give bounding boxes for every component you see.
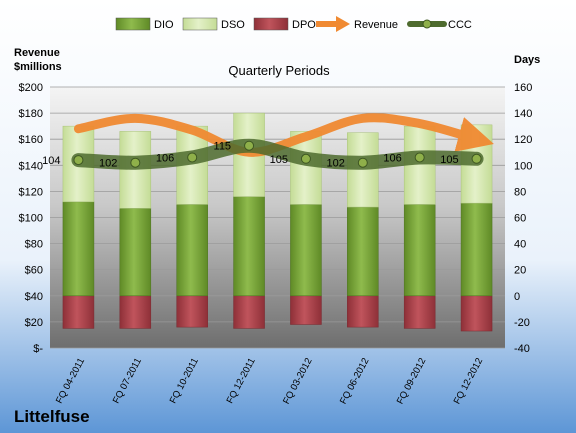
dpo-bar: [119, 295, 152, 329]
left-tick-label: $40: [25, 291, 43, 303]
dpo-bar: [176, 295, 208, 328]
legend-arrow-icon: [336, 16, 350, 32]
company-name: Littelfuse: [14, 407, 90, 426]
legend-label: CCC: [448, 19, 472, 31]
ccc-point: [471, 153, 482, 164]
right-tick-label: 40: [514, 239, 526, 251]
left-tick-label: $100: [19, 213, 43, 225]
dpo-bar: [62, 295, 95, 329]
right-tick-label: 100: [514, 160, 532, 172]
dio-bar: [290, 204, 322, 297]
right-tick-label: 60: [514, 213, 526, 225]
left-axis-title-line1: Revenue: [14, 47, 60, 59]
left-tick-label: $160: [19, 134, 43, 146]
chart-title: Quarterly Periods: [228, 63, 330, 78]
left-tick-label: $60: [25, 265, 43, 277]
dso-bar: [403, 125, 436, 205]
dpo-bar: [290, 295, 322, 325]
legend-swatch: [115, 17, 151, 31]
left-tick-label: $80: [25, 239, 43, 251]
dio-bar: [347, 206, 379, 297]
left-tick-label: $-: [33, 343, 43, 355]
right-axis-title: Days: [514, 54, 540, 66]
right-tick-label: 80: [514, 186, 526, 198]
right-tick-label: -40: [514, 343, 530, 355]
dpo-bar: [460, 295, 493, 332]
ccc-data-label: 106: [156, 152, 174, 164]
ccc-point: [414, 152, 425, 163]
left-tick-label: $200: [19, 82, 43, 94]
right-tick-label: 140: [514, 108, 532, 120]
legend-label: DSO: [221, 19, 245, 31]
legend-label: Revenue: [354, 19, 398, 31]
left-axis-title-line2: $millions: [14, 61, 62, 73]
ccc-point: [130, 157, 141, 168]
ccc-point: [244, 140, 255, 151]
ccc-point: [357, 157, 368, 168]
ccc-data-label: 115: [214, 141, 232, 153]
dio-bar: [460, 202, 493, 297]
dio-bar: [176, 204, 208, 297]
legend-label: DPO: [292, 19, 316, 31]
ccc-data-label: 105: [440, 154, 458, 166]
right-tick-label: 0: [514, 291, 520, 303]
dso-bar: [347, 132, 379, 208]
ccc-data-label: 102: [99, 158, 117, 170]
legend-marker: [422, 19, 432, 29]
right-tick-label: -20: [514, 317, 530, 329]
right-tick-label: 120: [514, 134, 532, 146]
dio-bar: [233, 196, 265, 297]
left-tick-label: $120: [19, 186, 43, 198]
bars: [62, 112, 493, 332]
ccc-point: [73, 155, 84, 166]
ccc-data-label: 106: [383, 152, 401, 164]
legend-swatch: [253, 17, 289, 31]
ccc-data-label: 105: [270, 154, 288, 166]
ccc-point: [187, 152, 198, 163]
left-tick-label: $180: [19, 108, 43, 120]
left-tick-label: $140: [19, 160, 43, 172]
right-tick-label: 160: [514, 82, 532, 94]
ccc-series: 104 102 106 115 105 102 106 105: [42, 138, 484, 170]
ccc-data-label: 102: [326, 158, 344, 170]
legend-label: DIO: [154, 19, 174, 31]
dio-bar: [119, 208, 152, 297]
dio-bar: [62, 201, 95, 297]
legend-swatch: [182, 17, 218, 31]
right-tick-label: 20: [514, 265, 526, 277]
dio-bar: [403, 204, 436, 297]
ccc-point: [300, 153, 311, 164]
dpo-bar: [347, 295, 379, 328]
dpo-bar: [403, 295, 436, 329]
legend: DIO DSO DPO Revenue CCC: [115, 16, 472, 32]
ccc-data-label: 104: [42, 155, 60, 167]
dso-bar: [119, 131, 152, 209]
left-tick-label: $20: [25, 317, 43, 329]
dpo-bar: [233, 295, 265, 329]
